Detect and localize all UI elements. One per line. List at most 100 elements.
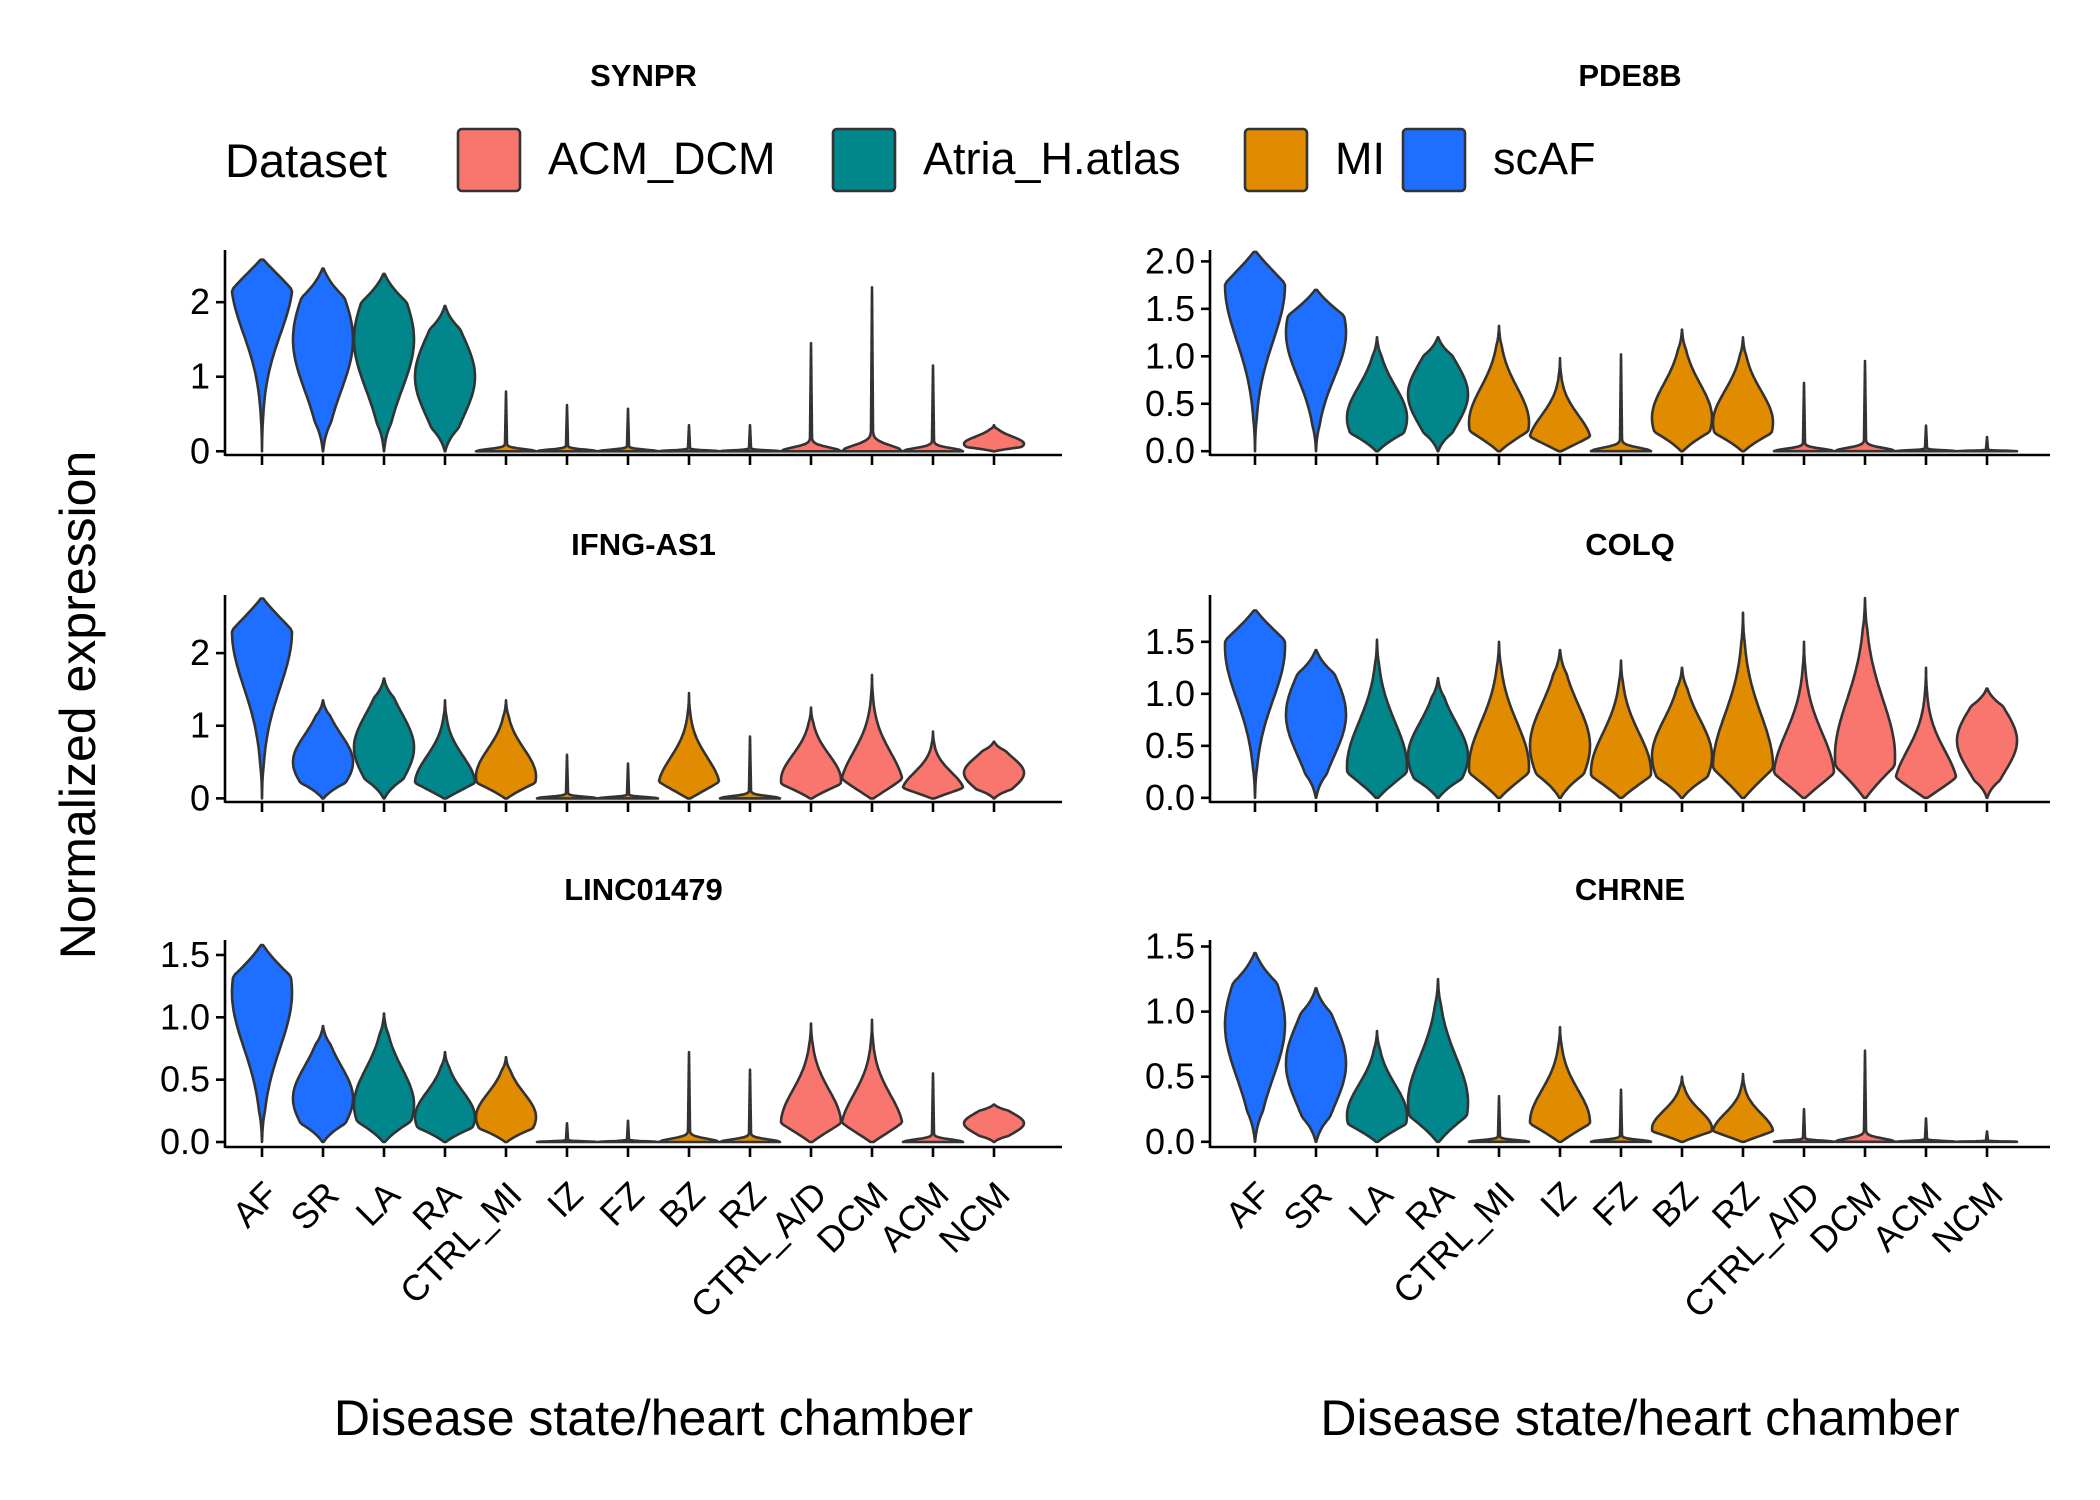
panel-title: PDE8B: [1578, 58, 1681, 93]
violin-ctrl-mi: [474, 699, 538, 800]
violin-af: [1223, 609, 1287, 800]
violin-af: [230, 943, 294, 1144]
violin-ctrl-mi: [1467, 1094, 1531, 1144]
violin-bz: [1650, 328, 1714, 453]
violin-sr: [291, 267, 355, 453]
violin-rz: [718, 735, 782, 800]
violin-rz: [718, 1068, 782, 1144]
y-tick-label: 0.5: [1145, 725, 1195, 766]
y-tick-label: 2.0: [1145, 240, 1195, 281]
x-tick-label: IZ: [539, 1174, 591, 1226]
x-tick-label: BZ: [1644, 1174, 1706, 1236]
violin-ra: [1406, 336, 1470, 453]
violin-iz: [535, 753, 599, 800]
y-tick-label: 1.0: [160, 996, 210, 1037]
x-tick-label: SR: [282, 1174, 346, 1238]
violin-ctrl-a-d: [1772, 1107, 1836, 1144]
x-tick-label: CTRL_MI: [392, 1174, 530, 1312]
violin-sr: [291, 1024, 355, 1144]
legend-swatch: [1401, 127, 1467, 193]
violin-af: [230, 258, 294, 453]
panel-title: COLQ: [1585, 527, 1675, 562]
y-tick-label: 0.5: [160, 1059, 210, 1100]
panels: SYNPR 0 1 2 PDE8B 0.0 0.5 1.0 1.5 2.0 IFNG-AS1 0 1 2 C…: [160, 58, 2050, 1446]
legend-swatch: [831, 127, 897, 193]
y-tick-label: 0: [190, 430, 210, 471]
panel-title: CHRNE: [1575, 872, 1685, 907]
violin-bz: [1650, 666, 1714, 800]
violin-iz: [535, 1122, 599, 1144]
violin-fz: [596, 762, 660, 800]
violin-acm: [1894, 1117, 1958, 1144]
violin-af: [1223, 951, 1287, 1144]
violin-dcm: [1833, 596, 1897, 800]
violin-ctrl-mi: [1467, 640, 1531, 800]
x-tick-label: NCM: [931, 1174, 1018, 1261]
violin-acm: [1894, 666, 1958, 800]
violin-ra: [413, 1050, 477, 1144]
y-axis-title: Normalized expression: [50, 451, 106, 960]
violin-bz: [657, 1050, 721, 1144]
violin-sr: [1284, 986, 1348, 1144]
violin-sr: [1284, 648, 1348, 800]
violin-dcm: [840, 1018, 904, 1144]
violin-la: [352, 1012, 416, 1144]
panel-colq: COLQ 0.0 0.5 1.0 1.5: [1145, 527, 2050, 818]
violin-ctrl-mi: [474, 1055, 538, 1144]
violin-acm: [901, 1072, 965, 1144]
x-tick-label: BZ: [651, 1174, 713, 1236]
x-tick-label: NCM: [1924, 1174, 2011, 1261]
x-tick-label: AF: [224, 1174, 286, 1236]
y-tick-label: 1.5: [160, 934, 210, 975]
violin-fz: [596, 1119, 660, 1144]
violin-bz: [657, 691, 721, 800]
violin-iz: [1528, 356, 1592, 453]
violin-ctrl-a-d: [1772, 640, 1836, 800]
violin-acm: [1894, 424, 1958, 453]
violin-dcm: [840, 286, 904, 453]
violin-rz: [1711, 1072, 1775, 1144]
x-tick-label: CTRL_MI: [1385, 1174, 1523, 1312]
panel-ifng-as1: IFNG-AS1 0 1 2: [190, 527, 1062, 818]
legend-item: ACM_DCM: [456, 127, 776, 193]
violin-ncm: [1955, 435, 2019, 453]
x-tick-label: DCM: [809, 1174, 896, 1261]
legend-swatch: [456, 127, 522, 193]
x-tick-label: LA: [348, 1174, 408, 1234]
violin-af: [1223, 250, 1287, 453]
violin-ra: [413, 304, 477, 453]
violin-ncm: [962, 740, 1026, 800]
y-tick-label: 1.5: [1145, 926, 1195, 967]
y-tick-label: 0.0: [1145, 1121, 1195, 1162]
violin-rz: [1711, 336, 1775, 453]
y-tick-label: 0: [190, 777, 210, 818]
x-tick-label: ACM: [871, 1174, 957, 1260]
violin-la: [352, 272, 416, 453]
violin-af: [230, 597, 294, 800]
violin-dcm: [840, 673, 904, 800]
legend-label: ACM_DCM: [548, 133, 776, 184]
x-axis-title: Disease state/heart chamber: [334, 1390, 973, 1446]
legend-item: Atria_H.atlas: [831, 127, 1181, 193]
violin-ra: [1406, 676, 1470, 800]
y-tick-label: 0.0: [1145, 777, 1195, 818]
x-tick-label: SR: [1275, 1174, 1339, 1238]
y-tick-label: 0.5: [1145, 1056, 1195, 1097]
violin-dcm: [1833, 1049, 1897, 1144]
panel-synpr: SYNPR 0 1 2: [190, 58, 1062, 471]
violin-ncm: [1955, 1130, 2019, 1144]
legend-item: MI: [1243, 127, 1385, 193]
panel-title: IFNG-AS1: [571, 527, 716, 562]
y-tick-label: 0.0: [1145, 430, 1195, 471]
violin-iz: [1528, 1025, 1592, 1144]
violin-ra: [1406, 977, 1470, 1144]
panel-title: LINC01479: [564, 872, 723, 907]
violin-ncm: [1955, 687, 2019, 800]
y-tick-label: 1.0: [1145, 335, 1195, 376]
violin-ctrl-mi: [474, 390, 538, 453]
violin-la: [1345, 1029, 1409, 1144]
y-tick-label: 1.0: [1145, 673, 1195, 714]
